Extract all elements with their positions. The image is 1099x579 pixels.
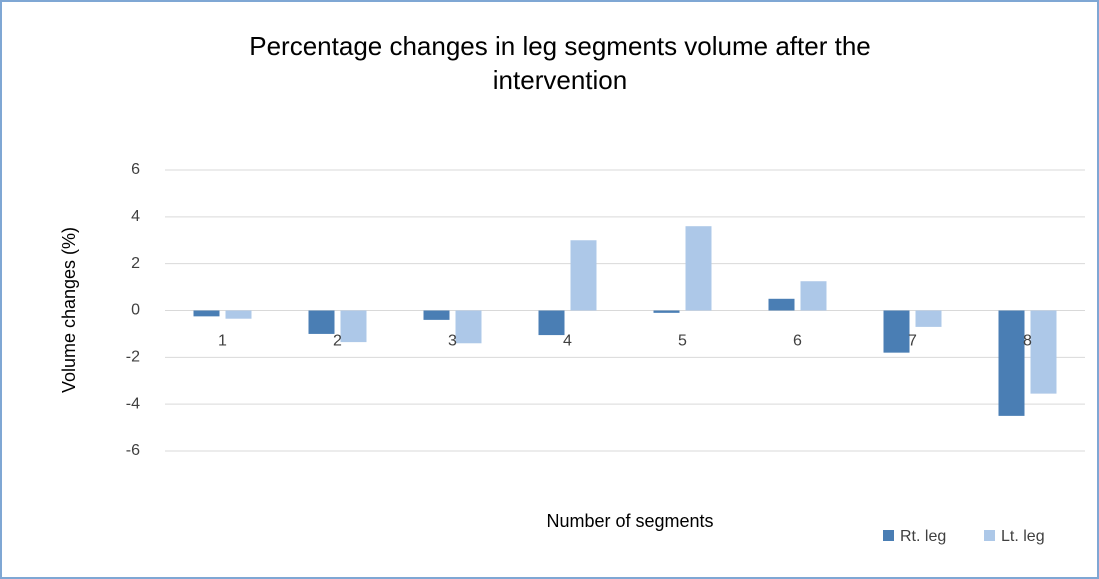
legend-swatch (883, 530, 894, 541)
bar (455, 310, 482, 344)
legend-swatch (984, 530, 995, 541)
y-tick-label: -4 (126, 395, 140, 412)
y-tick-label: 6 (131, 161, 140, 178)
bar (225, 310, 252, 319)
y-tick-label: 4 (131, 208, 140, 225)
bar (193, 310, 220, 317)
x-tick-label: 7 (908, 333, 917, 350)
y-axis-label: Volume changes (%) (59, 227, 79, 393)
x-tick-label: 4 (563, 333, 572, 350)
y-tick-label: -6 (126, 442, 140, 459)
chart-title: Percentage changes in leg segments volum… (249, 31, 871, 95)
bar (883, 310, 910, 353)
y-tick-label: 2 (131, 255, 140, 272)
bar (570, 240, 597, 311)
legend-label: Lt. leg (1001, 528, 1045, 545)
bar (308, 310, 335, 334)
bar (800, 281, 827, 311)
bar (1030, 310, 1057, 394)
x-tick-label: 2 (333, 333, 342, 350)
bar (685, 226, 712, 311)
y-tick-label: -2 (126, 349, 140, 366)
x-tick-label: 8 (1023, 333, 1032, 350)
bar (538, 310, 565, 336)
bar (340, 310, 367, 343)
bar (998, 310, 1025, 416)
bar (423, 310, 450, 320)
bar (915, 310, 942, 327)
x-tick-label: 6 (793, 333, 802, 350)
y-tick-label: 0 (131, 302, 140, 319)
x-tick-label: 3 (448, 333, 457, 350)
bar (653, 310, 680, 313)
x-tick-label: 1 (218, 333, 227, 350)
legend-label: Rt. leg (900, 528, 946, 545)
x-tick-label: 5 (678, 333, 687, 350)
x-axis-label: Number of segments (546, 511, 713, 531)
bar (768, 298, 795, 311)
